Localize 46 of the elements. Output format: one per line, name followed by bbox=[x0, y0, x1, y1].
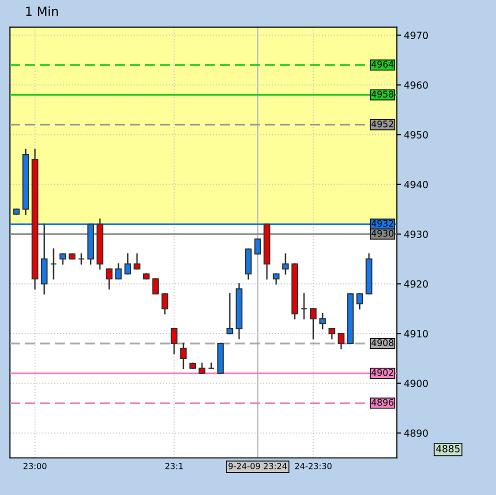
ref-line-label: 4932 bbox=[371, 220, 394, 227]
candlestick bbox=[106, 268, 113, 290]
candlestick bbox=[310, 308, 317, 340]
y-tick-label: 4960 bbox=[404, 81, 428, 89]
ref-line-label: 4952 bbox=[371, 120, 394, 128]
y-tick-label: 4950 bbox=[404, 131, 428, 138]
candlestick bbox=[282, 253, 289, 275]
candlestick bbox=[59, 253, 66, 265]
y-tick-label: 4930 bbox=[404, 230, 428, 238]
x-tick-label: 23:1 bbox=[165, 462, 183, 470]
x-tick-label: 24-23:30 bbox=[295, 462, 332, 470]
ref-line-label: 4964 bbox=[371, 60, 394, 68]
candlestick bbox=[272, 273, 280, 285]
candlestick bbox=[170, 328, 178, 354]
y-tick-label: 4970 bbox=[404, 32, 428, 40]
candlestick bbox=[300, 293, 308, 320]
candlestick bbox=[208, 362, 215, 370]
candlestick bbox=[152, 278, 159, 294]
candlestick bbox=[134, 253, 140, 270]
ref-line-label: 4908 bbox=[371, 339, 394, 346]
ref-line-label: 4958 bbox=[371, 90, 394, 98]
candlestick bbox=[356, 293, 364, 310]
chart-title: 1 Min bbox=[26, 6, 58, 16]
y-tick-label: 4910 bbox=[404, 330, 428, 338]
ref-line-label: 4902 bbox=[371, 369, 394, 376]
candlestick bbox=[319, 312, 326, 330]
candlestick bbox=[338, 332, 344, 350]
ref-line-label: 4930 bbox=[371, 230, 394, 237]
candlestick bbox=[226, 293, 234, 334]
y-tick-label: 4900 bbox=[404, 380, 428, 388]
candlestick bbox=[162, 293, 168, 314]
candlestick bbox=[198, 362, 206, 374]
candlestick bbox=[328, 328, 336, 340]
candlestick bbox=[78, 253, 85, 265]
candlestick bbox=[124, 253, 132, 275]
ref-line-label: 4896 bbox=[371, 398, 394, 406]
text: 4885 bbox=[436, 445, 460, 452]
y-tick-label: 4940 bbox=[404, 180, 428, 188]
x-tick-label: 23:00 bbox=[24, 462, 46, 470]
candlestick bbox=[50, 248, 57, 280]
candlestick bbox=[180, 342, 187, 370]
y-tick-label: 4920 bbox=[404, 280, 428, 288]
candlestick bbox=[115, 263, 122, 280]
x-tick-label: 9-24-09 23:24 bbox=[228, 462, 287, 470]
candlestick bbox=[254, 238, 261, 255]
y-tick-label: 4890 bbox=[404, 429, 428, 437]
